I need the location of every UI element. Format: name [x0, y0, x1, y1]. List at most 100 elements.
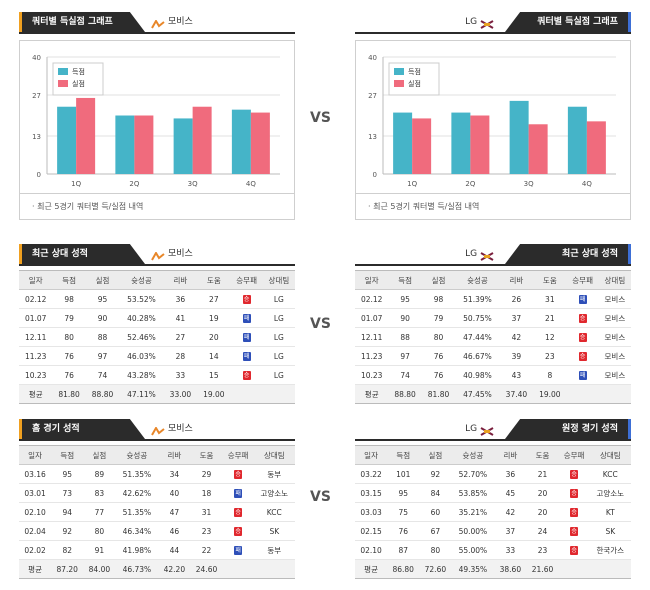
table-cell: 20 [526, 502, 559, 522]
table-cell: 90 [388, 308, 422, 328]
average-cell: 평균 [355, 384, 389, 404]
quarter-chart: 40 27 13 0 1Q 2Q 3Q 4Q 득점 실점 [19, 40, 295, 194]
win-badge: 승 [234, 527, 243, 536]
legend-swatch [58, 80, 68, 87]
table-cell: 19 [197, 308, 231, 328]
table-cell: 83 [83, 483, 116, 503]
average-cell [253, 559, 295, 579]
table-cell: 82 [51, 540, 84, 560]
section-header: 홈 경기 성적 모비스 [19, 419, 295, 441]
win-badge: 승 [242, 295, 251, 304]
home-team-name: 모비스 [168, 17, 193, 27]
column-header: 도움 [197, 270, 231, 290]
table-cell: 40 [158, 483, 191, 503]
table-cell: 모비스 [598, 346, 631, 366]
table-cell: 21 [526, 464, 559, 484]
home-team-name: 모비스 [168, 249, 193, 259]
table-cell: 29 [190, 464, 223, 484]
table-cell: 51.39% [455, 289, 500, 309]
table-cell: 43.28% [119, 365, 164, 385]
table-cell: 03.16 [19, 464, 52, 484]
table-cell: 35.21% [451, 502, 495, 522]
table-row: 02.12 95 98 51.39% 26 31 패 모비스 [355, 289, 631, 309]
table-cell: 02.12 [355, 289, 389, 309]
away-chart-panel: LG 쿼터별 득실점 그래프 40 27 13 0 1Q 2Q 3Q 4Q 득점 실점 · 최근 … [355, 12, 631, 220]
table-cell: 92 [419, 464, 452, 484]
table-cell: 03.15 [355, 483, 388, 503]
table-cell: 52.46% [119, 327, 164, 347]
average-cell [222, 559, 254, 579]
table-cell: 승 [222, 521, 254, 541]
mobis-logo-icon [151, 424, 165, 436]
table-cell: 03.01 [19, 483, 52, 503]
table-cell: 27 [197, 289, 231, 309]
section-header: 쿼터별 득실점 그래프 모비스 [19, 12, 295, 34]
allowed-bar [412, 118, 432, 174]
table-row: 12.11 80 88 52.46% 27 20 패 LG [19, 327, 295, 347]
scored-bar [509, 100, 529, 174]
table-cell: 90 [85, 308, 120, 328]
average-row: 평균 86.80 72.60 49.35% 38.60 21.60 [355, 559, 631, 579]
column-header: 상대팀 [253, 445, 295, 465]
table-cell: 47 [158, 502, 191, 522]
table-cell: LG [262, 365, 295, 385]
section-title: 원정 경기 성적 [505, 419, 631, 439]
win-badge: 승 [570, 508, 579, 517]
average-cell: 21.60 [526, 559, 559, 579]
away-games-panel: LG 원정 경기 성적 일자 득점 실점 슛성공 리바 도움 승무패 상대팀 03.22 101 9… [355, 419, 631, 579]
table-cell: 79 [421, 308, 456, 328]
column-header: 슛성공 [119, 270, 164, 290]
scored-bar [393, 112, 413, 174]
table-cell: 43 [499, 365, 534, 385]
table-cell: 80 [421, 327, 456, 347]
loss-badge: 패 [234, 546, 243, 555]
table-cell: 26 [499, 289, 534, 309]
table-cell: 41.98% [115, 540, 159, 560]
table-header-row: 일자 득점 실점 슛성공 리바 도움 승무패 상대팀 [19, 270, 295, 290]
table-cell: 10.23 [19, 365, 53, 385]
table-cell: 95 [85, 289, 120, 309]
section-header: LG 최근 상대 성적 [355, 244, 631, 266]
x-tick-label: 2Q [129, 180, 139, 188]
y-tick-label: 0 [37, 171, 41, 179]
x-tick-label: 3Q [524, 180, 534, 188]
column-header: 리바 [163, 270, 198, 290]
team-label: LG [465, 244, 497, 264]
column-header: 승무패 [222, 445, 254, 465]
table-cell: 31 [190, 502, 223, 522]
table-cell: 02.02 [19, 540, 52, 560]
table-cell: 승 [566, 327, 599, 347]
table-cell: 23 [533, 346, 567, 366]
x-tick-label: 4Q [246, 180, 256, 188]
table-cell: LG [262, 346, 295, 366]
table-row: 02.15 76 67 50.00% 37 24 승 SK [355, 521, 631, 541]
table-cell: 80 [83, 521, 116, 541]
table-row: 01.07 90 79 50.75% 37 21 승 모비스 [355, 308, 631, 328]
win-badge: 승 [578, 352, 587, 361]
average-cell [262, 384, 295, 404]
table-cell: 80 [52, 327, 86, 347]
table-cell: 02.12 [19, 289, 53, 309]
table-cell: 97 [388, 346, 422, 366]
x-tick-label: 1Q [407, 180, 417, 188]
table-cell: 89 [83, 464, 116, 484]
average-cell: 24.60 [190, 559, 223, 579]
table-cell: 76 [52, 365, 86, 385]
table-cell: 10.23 [355, 365, 389, 385]
scored-bar [115, 115, 135, 174]
section-title: 쿼터별 득실점 그래프 [19, 12, 145, 32]
table-cell: 98 [52, 289, 86, 309]
table-cell: 55.00% [451, 540, 495, 560]
legend-swatch [394, 80, 404, 87]
average-cell: 평균 [19, 559, 52, 579]
lg-logo-icon [480, 249, 494, 261]
table-row: 10.23 76 74 43.28% 33 15 승 LG [19, 365, 295, 385]
win-badge: 승 [234, 470, 243, 479]
column-header: 실점 [83, 445, 116, 465]
table-cell: 12 [533, 327, 567, 347]
vs-label: VS [310, 110, 331, 126]
table-cell: 41 [163, 308, 198, 328]
table-cell: 42.62% [115, 483, 159, 503]
table-cell: 98 [421, 289, 456, 309]
vs-label: VS [310, 489, 331, 505]
